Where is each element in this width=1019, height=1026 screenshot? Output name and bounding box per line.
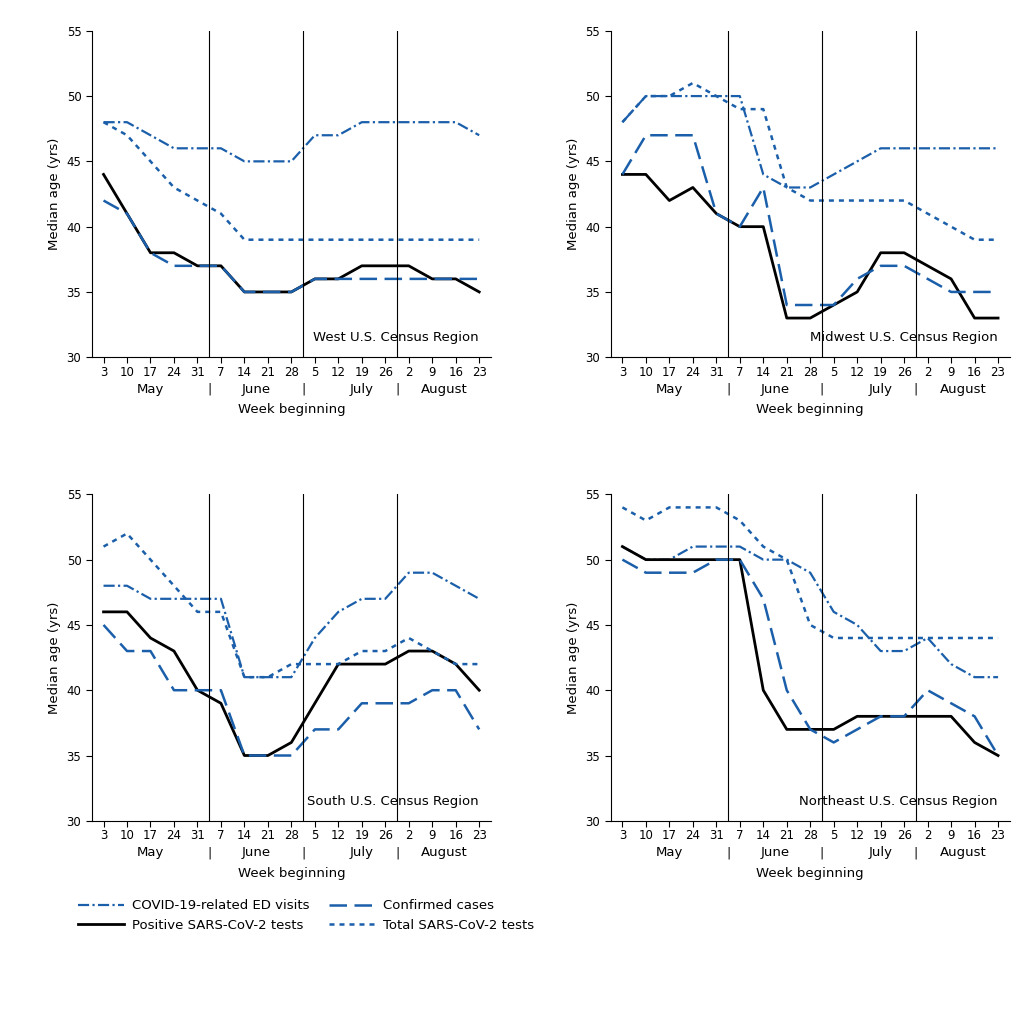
Y-axis label: Median age (yrs): Median age (yrs) <box>48 601 61 714</box>
Text: July: July <box>868 846 892 860</box>
Text: May: May <box>137 846 164 860</box>
Y-axis label: Median age (yrs): Median age (yrs) <box>567 601 579 714</box>
Text: |: | <box>913 846 917 860</box>
Text: Week beginning: Week beginning <box>237 867 344 880</box>
Text: |: | <box>913 383 917 396</box>
Text: |: | <box>301 846 305 860</box>
Text: June: June <box>242 383 270 396</box>
Text: May: May <box>655 846 683 860</box>
Text: June: June <box>760 383 789 396</box>
Text: |: | <box>394 383 398 396</box>
Text: July: July <box>350 383 373 396</box>
Text: |: | <box>819 846 823 860</box>
Text: |: | <box>819 383 823 396</box>
Y-axis label: Median age (yrs): Median age (yrs) <box>48 137 61 250</box>
Text: |: | <box>207 846 211 860</box>
Text: Midwest U.S. Census Region: Midwest U.S. Census Region <box>809 331 997 344</box>
Text: |: | <box>726 846 730 860</box>
Text: August: August <box>938 846 985 860</box>
Text: Week beginning: Week beginning <box>756 867 863 880</box>
Text: August: August <box>420 846 467 860</box>
Text: July: July <box>868 383 892 396</box>
Text: Northeast U.S. Census Region: Northeast U.S. Census Region <box>799 795 997 807</box>
Text: |: | <box>207 383 211 396</box>
Text: South U.S. Census Region: South U.S. Census Region <box>307 795 479 807</box>
Text: July: July <box>350 846 373 860</box>
Text: August: August <box>420 383 467 396</box>
Text: West U.S. Census Region: West U.S. Census Region <box>313 331 479 344</box>
Text: May: May <box>655 383 683 396</box>
Text: May: May <box>137 383 164 396</box>
Text: |: | <box>726 383 730 396</box>
Text: Week beginning: Week beginning <box>237 403 344 417</box>
Text: |: | <box>394 846 398 860</box>
Text: June: June <box>242 846 270 860</box>
Legend: COVID-19-related ED visits, Positive SARS-CoV-2 tests, Confirmed cases, Total SA: COVID-19-related ED visits, Positive SAR… <box>77 899 534 932</box>
Text: |: | <box>301 383 305 396</box>
Text: Week beginning: Week beginning <box>756 403 863 417</box>
Text: August: August <box>938 383 985 396</box>
Text: June: June <box>760 846 789 860</box>
Y-axis label: Median age (yrs): Median age (yrs) <box>567 137 579 250</box>
